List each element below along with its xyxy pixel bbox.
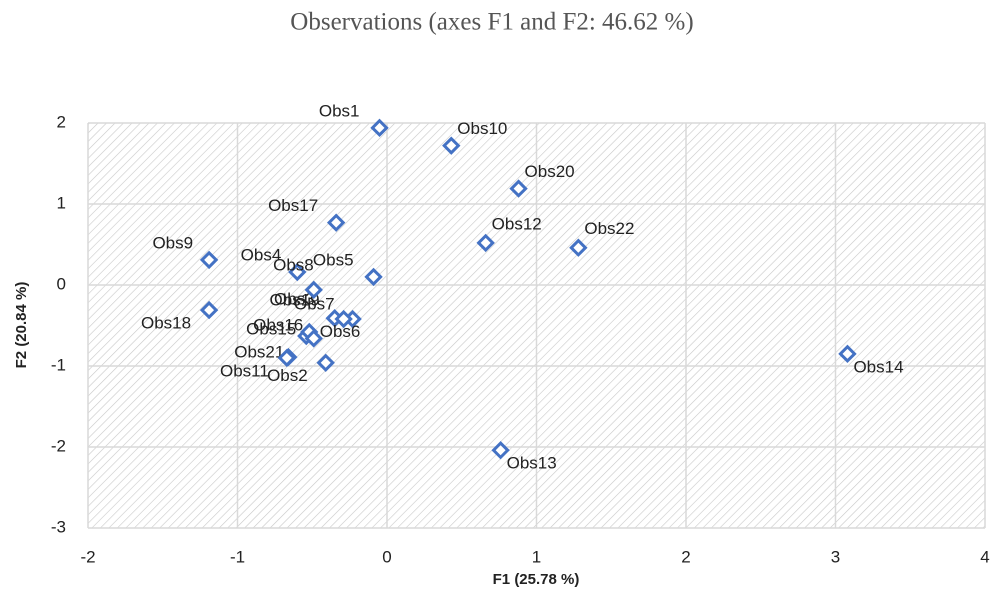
point-label: Obs8 — [273, 255, 314, 274]
y-tick-label: 2 — [57, 112, 66, 131]
point — [304, 280, 323, 300]
point-label: Obs4 — [241, 246, 282, 265]
chart-title: Observations (axes F1 and F2: 46.62 %) — [290, 9, 693, 36]
point-label: Obs22 — [584, 219, 634, 238]
x-tick-label: 4 — [980, 547, 989, 566]
point — [370, 118, 389, 138]
y-axis-title: F2 (20.84 %) — [13, 282, 30, 369]
point-label: Obs5 — [313, 250, 354, 269]
x-tick-label: 0 — [382, 547, 391, 566]
point — [316, 353, 335, 372]
point-label: Obs2 — [267, 366, 308, 385]
x-tick-label: 1 — [532, 547, 541, 566]
point — [491, 441, 510, 460]
x-tick-label: 3 — [831, 547, 840, 566]
point-label: Obs3 — [274, 290, 315, 309]
point — [277, 348, 297, 368]
point — [569, 238, 588, 257]
point-label: Obs13 — [507, 454, 557, 473]
point-label: Obs12 — [492, 214, 542, 233]
y-tick-label: 0 — [57, 274, 66, 293]
x-tick-label: 2 — [681, 547, 690, 566]
y-tick-label: 1 — [57, 193, 66, 212]
point-label: Obs14 — [853, 357, 903, 376]
point-label: Obs9 — [152, 233, 193, 252]
x-tick-label: -1 — [230, 547, 245, 566]
y-tick-label: -1 — [51, 355, 66, 374]
point — [326, 213, 346, 232]
point-label: Obs16 — [253, 315, 303, 334]
point-label: Obs6 — [320, 322, 361, 341]
y-tick-label: -3 — [51, 517, 66, 536]
point — [199, 300, 219, 320]
point-label: Obs1 — [319, 101, 360, 120]
point-label: Obs10 — [457, 119, 507, 138]
point-label: Obs17 — [268, 196, 318, 215]
x-tick-label: -2 — [80, 547, 95, 566]
point-label: Obs7 — [294, 295, 335, 314]
point-label: Obs21 — [234, 343, 284, 362]
x-axis-title: F1 (25.78 %) — [493, 571, 580, 588]
point — [838, 344, 857, 364]
point-label: Obs15 — [246, 320, 296, 339]
point — [199, 250, 219, 270]
point-label: Obs11 — [220, 361, 269, 380]
y-tick-label: -2 — [51, 436, 66, 455]
point — [288, 262, 307, 282]
point-label: Obs19 — [270, 291, 320, 310]
point-label: Obs18 — [141, 314, 191, 333]
point — [509, 179, 528, 198]
point-label: Obs20 — [525, 162, 575, 181]
point — [334, 309, 353, 329]
point — [364, 267, 383, 287]
point — [442, 136, 461, 155]
point — [304, 329, 323, 348]
point — [476, 233, 495, 253]
